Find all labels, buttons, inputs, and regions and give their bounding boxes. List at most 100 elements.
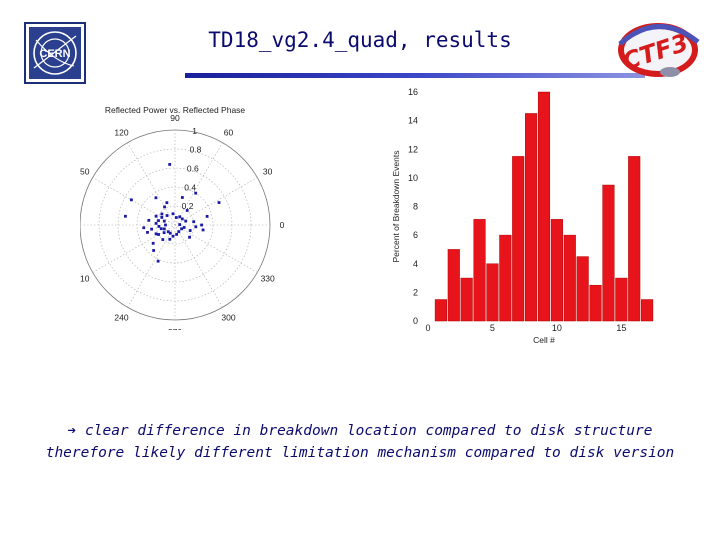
arrow-right-icon: ➔: [67, 423, 77, 439]
histogram-bar: [512, 156, 525, 322]
polar-point: [160, 212, 164, 216]
polar-angle-label: 120: [114, 127, 128, 137]
polar-point: [151, 241, 155, 245]
polar-spoke: [92, 177, 258, 273]
histogram-bar: [628, 156, 641, 322]
histogram-x-tick-label: 15: [616, 323, 626, 333]
conclusion-line-1: ➔ clear difference in breakdown location…: [10, 420, 710, 442]
histogram-bar: [615, 277, 628, 322]
polar-point: [162, 231, 166, 235]
page-title: TD18_vg2.4_quad, results: [208, 28, 512, 52]
conclusion-line-2: therefore likely different limitation me…: [45, 445, 675, 461]
conclusion-line-1-text: clear difference in breakdown location c…: [76, 423, 653, 439]
polar-point: [185, 209, 189, 212]
histogram-bar: [576, 256, 589, 322]
polar-radial-label: 0.8: [190, 145, 202, 155]
polar-point: [188, 229, 192, 232]
histogram-y-tick-label: 2: [413, 287, 418, 297]
polar-point: [178, 223, 182, 226]
polar-ring: [155, 205, 195, 245]
polar-point: [180, 196, 184, 199]
polar-point: [166, 230, 170, 234]
polar-point: [182, 226, 186, 229]
polar-point: [168, 237, 172, 241]
title-underline: [185, 73, 645, 78]
polar-point: [180, 227, 183, 231]
polar-point: [205, 214, 209, 218]
histogram-y-tick-label: 16: [408, 87, 418, 97]
polar-point: [163, 205, 166, 209]
histogram-bar: [447, 249, 460, 322]
polar-angle-label: 300: [221, 313, 235, 323]
polar-point: [168, 163, 172, 166]
histogram-x-tick-label: 10: [552, 323, 562, 333]
histogram-x-tick-label: 5: [490, 323, 495, 333]
histogram-bar: [563, 234, 576, 322]
histogram-y-tick-label: 8: [413, 202, 418, 212]
polar-angle-label: 60: [224, 127, 234, 137]
polar-point: [177, 230, 181, 233]
polar-point: [188, 235, 191, 239]
histogram-bar: [602, 184, 615, 322]
polar-point: [142, 226, 146, 230]
histogram-x-axis-label: Cell #: [533, 335, 555, 345]
ctf3-logo: CTF3: [612, 14, 704, 84]
histogram-bar: [537, 91, 551, 322]
polar-point: [194, 191, 198, 195]
polar-point: [171, 234, 175, 238]
histogram-bar: [499, 234, 512, 322]
polar-point: [157, 225, 161, 228]
polar-angle-label: 90: [170, 113, 180, 123]
polar-radial-label: 1: [192, 126, 197, 136]
histogram-y-axis-label: Percent of Breakdown Events: [391, 151, 401, 263]
histogram-bar: [589, 284, 602, 322]
histogram-bar: [434, 299, 447, 322]
histogram-bar: [525, 113, 538, 322]
polar-point: [154, 196, 158, 200]
polar-point: [154, 214, 158, 218]
polar-radial-label: 0.2: [182, 201, 194, 211]
polar-point: [201, 228, 205, 232]
polar-point: [164, 223, 167, 227]
polar-point: [165, 201, 169, 205]
polar-point: [168, 231, 172, 235]
polar-angle-label: 30: [263, 167, 273, 177]
polar-point: [162, 219, 166, 223]
polar-point: [147, 218, 151, 222]
polar-angle-label: 210: [80, 274, 90, 284]
polar-point: [156, 259, 160, 263]
polar-angle-label: 330: [261, 274, 275, 284]
histogram-bar: [473, 219, 486, 322]
polar-point: [129, 198, 133, 202]
polar-point: [150, 227, 154, 231]
histogram-y-tick-label: 0: [413, 316, 418, 326]
polar-point: [165, 214, 169, 217]
polar-point: [124, 214, 127, 218]
polar-point: [161, 238, 165, 241]
polar-point: [192, 220, 196, 224]
polar-point: [184, 219, 188, 223]
polar-angle-label: 240: [114, 313, 128, 323]
polar-point: [175, 232, 179, 236]
conclusion-text: ➔ clear difference in breakdown location…: [10, 420, 710, 464]
histogram-y-tick-label: 6: [413, 230, 418, 240]
polar-point: [180, 217, 184, 221]
polar-point: [157, 219, 160, 222]
histogram-bar: [550, 219, 563, 322]
polar-point: [171, 212, 175, 216]
polar-point: [154, 232, 158, 236]
histogram-y-tick-label: 12: [408, 144, 418, 154]
polar-point: [154, 221, 158, 225]
polar-point: [174, 216, 178, 219]
polar-angle-label: 270: [168, 327, 182, 330]
polar-angle-label: 0: [280, 220, 285, 230]
cern-logo: CERN: [24, 22, 86, 84]
polar-angle-label: 150: [80, 167, 90, 177]
polar-radial-label: 0.6: [187, 164, 199, 174]
histogram-x-tick-label: 0: [425, 323, 430, 333]
polar-point: [217, 201, 221, 204]
polar-point: [152, 249, 156, 252]
polar-radial-label: 0.4: [184, 182, 196, 192]
polar-point: [162, 227, 166, 231]
polar-point: [159, 227, 163, 231]
